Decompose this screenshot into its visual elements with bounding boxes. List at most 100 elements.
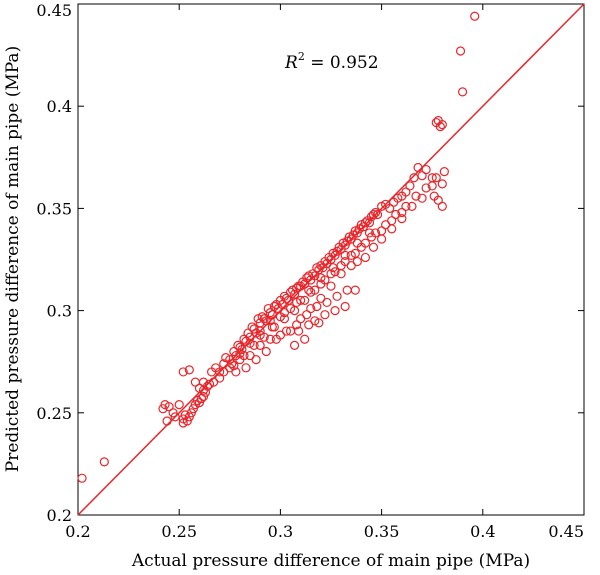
data-point xyxy=(372,209,383,220)
x-tick-label: 0.25 xyxy=(161,522,197,541)
data-point xyxy=(340,256,350,267)
data-point xyxy=(77,473,87,483)
scatter-points xyxy=(77,11,480,483)
data-point xyxy=(251,355,261,365)
data-point xyxy=(350,285,360,295)
r-squared-prefix: R xyxy=(284,53,298,73)
data-point xyxy=(215,367,225,377)
data-point xyxy=(219,367,229,377)
data-point xyxy=(391,209,401,220)
reference-line xyxy=(77,3,585,516)
data-point xyxy=(407,201,417,211)
data-point xyxy=(352,256,362,267)
data-point xyxy=(381,220,391,230)
data-point xyxy=(209,377,219,387)
x-tick-label: 0.35 xyxy=(364,522,400,541)
data-point xyxy=(265,334,275,344)
data-point xyxy=(259,314,269,324)
y-axis-label: Predicted pressure difference of main pi… xyxy=(3,46,23,472)
data-point xyxy=(368,209,379,220)
data-point xyxy=(281,326,292,336)
data-point xyxy=(304,285,314,295)
data-point xyxy=(427,181,437,191)
data-point xyxy=(322,297,332,308)
data-point xyxy=(255,330,265,340)
data-point xyxy=(470,11,480,21)
data-point xyxy=(421,164,431,175)
x-axis-label: Actual pressure difference of main pipe … xyxy=(131,551,530,571)
axis-tick-labels: 0.2 0.25 0.3 0.35 0.4 0.45 0.2 0.25 0.3 0.35 0.4 0.… xyxy=(36,1,584,541)
y-tick-label: 0.2 xyxy=(47,506,72,525)
y-tick-label: 0.4 xyxy=(47,97,72,116)
data-point xyxy=(405,181,415,191)
data-point xyxy=(289,306,300,316)
data-point xyxy=(352,238,362,248)
data-point xyxy=(377,234,387,244)
data-point xyxy=(330,306,340,316)
r-squared-annotation: R2 = 0.952 xyxy=(284,50,379,73)
data-point xyxy=(401,201,411,211)
data-point xyxy=(261,346,271,357)
data-point xyxy=(304,320,314,330)
data-point xyxy=(332,291,342,301)
data-point xyxy=(437,201,447,211)
data-point xyxy=(417,193,427,203)
r-squared-value: = 0.952 xyxy=(305,53,379,73)
data-point xyxy=(300,334,310,344)
y-tick-label: 0.25 xyxy=(36,404,72,423)
data-point xyxy=(314,318,324,328)
data-point xyxy=(364,218,375,228)
data-point xyxy=(291,297,302,308)
data-point xyxy=(310,285,320,295)
data-point xyxy=(235,342,245,352)
data-point xyxy=(370,228,381,238)
data-point xyxy=(241,363,251,373)
data-point xyxy=(255,340,265,350)
data-point xyxy=(411,191,421,201)
data-point xyxy=(437,119,447,130)
data-point xyxy=(302,310,312,320)
data-point xyxy=(350,248,360,258)
data-point xyxy=(368,242,379,252)
r-squared-superscript: 2 xyxy=(298,50,305,63)
data-point xyxy=(174,400,184,410)
data-point xyxy=(364,228,375,238)
data-point xyxy=(198,385,209,395)
data-point xyxy=(294,326,304,336)
data-point xyxy=(340,250,350,261)
data-point xyxy=(457,87,468,97)
data-point xyxy=(328,263,338,273)
data-point xyxy=(435,122,445,132)
data-point xyxy=(99,457,109,467)
y-tick-label: 0.35 xyxy=(36,199,72,218)
data-point xyxy=(326,281,336,291)
data-point xyxy=(289,340,300,350)
data-point xyxy=(239,350,249,361)
data-point xyxy=(261,316,271,326)
data-point xyxy=(320,310,330,320)
data-point xyxy=(360,218,371,228)
data-point xyxy=(249,340,259,350)
data-point xyxy=(279,308,290,318)
data-point xyxy=(229,361,239,371)
data-point xyxy=(342,285,352,295)
y-tick-label: 0.3 xyxy=(47,302,72,321)
data-point xyxy=(271,334,281,344)
x-tick-label: 0.4 xyxy=(470,522,495,541)
data-point xyxy=(431,173,441,183)
data-point xyxy=(291,320,302,330)
data-point xyxy=(370,207,381,218)
data-point xyxy=(360,252,371,263)
data-point xyxy=(267,322,277,332)
x-tick-label: 0.3 xyxy=(268,522,293,541)
data-point xyxy=(413,162,423,173)
data-point xyxy=(455,46,466,56)
y-tick-label: 0.45 xyxy=(36,1,72,20)
data-point xyxy=(312,301,322,312)
data-point xyxy=(437,179,447,189)
data-point xyxy=(439,167,449,177)
x-tick-label: 0.2 xyxy=(65,522,90,541)
data-point xyxy=(162,416,172,426)
plot-frame xyxy=(77,3,585,516)
